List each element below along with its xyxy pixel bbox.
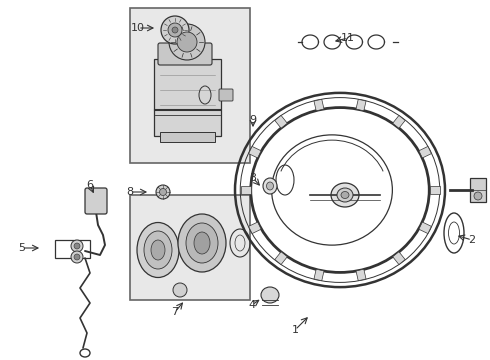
Bar [356, 99, 366, 111]
Bar [55, 240, 90, 258]
Bar [248, 147, 261, 158]
Bar [392, 252, 405, 265]
Bar [130, 195, 250, 300]
Text: 10: 10 [131, 23, 145, 33]
Circle shape [177, 32, 197, 52]
Ellipse shape [186, 223, 218, 263]
Text: 1: 1 [292, 325, 298, 335]
Ellipse shape [331, 183, 359, 207]
Ellipse shape [151, 240, 165, 260]
Bar [275, 116, 287, 128]
Bar [248, 222, 261, 234]
FancyBboxPatch shape [154, 59, 221, 136]
Ellipse shape [144, 231, 172, 269]
Text: 2: 2 [468, 235, 476, 245]
Ellipse shape [337, 188, 353, 202]
Ellipse shape [194, 232, 210, 254]
Circle shape [160, 189, 167, 195]
Circle shape [474, 192, 482, 200]
Bar [241, 186, 250, 194]
Text: 7: 7 [172, 307, 178, 317]
Ellipse shape [261, 287, 279, 303]
Bar [419, 222, 431, 234]
Text: 5: 5 [19, 243, 25, 253]
Circle shape [168, 23, 182, 37]
Bar [314, 269, 324, 281]
Text: 9: 9 [249, 115, 257, 125]
Circle shape [169, 24, 205, 60]
Bar [356, 269, 366, 281]
Bar [392, 116, 405, 128]
Circle shape [156, 185, 170, 199]
Ellipse shape [263, 178, 277, 194]
Bar [130, 8, 250, 163]
Bar [430, 186, 440, 194]
Ellipse shape [137, 222, 179, 278]
Text: 8: 8 [126, 187, 134, 197]
FancyBboxPatch shape [219, 89, 233, 101]
Circle shape [161, 16, 189, 44]
Bar [314, 99, 324, 111]
Text: 6: 6 [87, 180, 94, 190]
Bar [470, 178, 486, 202]
Circle shape [173, 283, 187, 297]
Bar [275, 252, 287, 265]
Ellipse shape [341, 192, 349, 198]
Text: 3: 3 [249, 173, 256, 183]
FancyBboxPatch shape [85, 188, 107, 214]
Circle shape [74, 243, 80, 249]
FancyBboxPatch shape [158, 43, 212, 65]
Ellipse shape [267, 182, 273, 190]
Text: 4: 4 [248, 300, 256, 310]
Ellipse shape [178, 214, 226, 272]
Circle shape [71, 240, 83, 252]
Bar [419, 147, 431, 158]
Circle shape [74, 254, 80, 260]
Circle shape [172, 27, 178, 33]
Circle shape [71, 251, 83, 263]
Bar [160, 132, 215, 142]
Text: 11: 11 [341, 33, 355, 43]
